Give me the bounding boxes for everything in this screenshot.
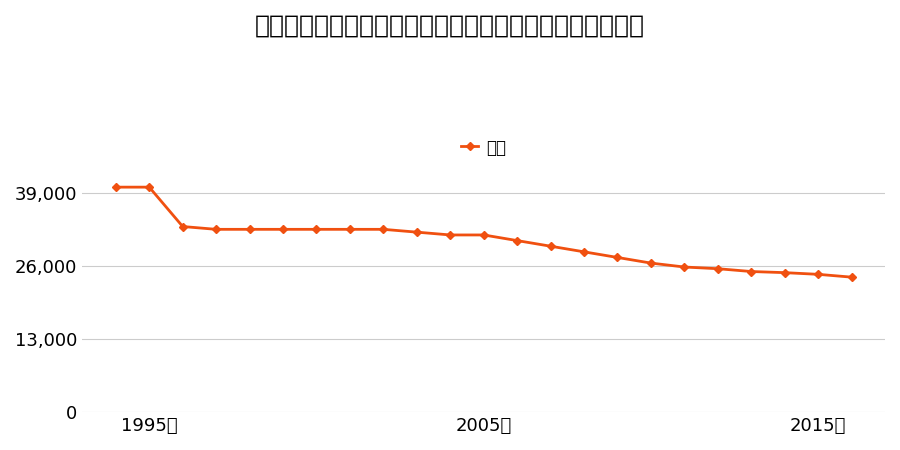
価格 — [779, 270, 790, 275]
価格 — [244, 227, 255, 232]
価格 — [813, 272, 824, 277]
価格 — [311, 227, 322, 232]
価格 — [679, 264, 689, 270]
価格 — [177, 224, 188, 229]
価格 — [144, 184, 155, 190]
価格 — [111, 184, 122, 190]
Line: 価格: 価格 — [113, 184, 854, 280]
価格 — [277, 227, 288, 232]
価格 — [411, 230, 422, 235]
Legend: 価格: 価格 — [454, 132, 513, 164]
価格 — [846, 274, 857, 280]
価格 — [545, 243, 556, 249]
価格 — [645, 261, 656, 266]
価格 — [445, 232, 455, 238]
価格 — [746, 269, 757, 274]
Text: 福岡県遠賀郡遠賀町大字木守字東１１４１番１の地価推移: 福岡県遠賀郡遠賀町大字木守字東１１４１番１の地価推移 — [255, 14, 645, 37]
価格 — [512, 238, 523, 243]
価格 — [345, 227, 356, 232]
価格 — [211, 227, 221, 232]
価格 — [612, 255, 623, 260]
価格 — [378, 227, 389, 232]
価格 — [713, 266, 724, 271]
価格 — [478, 232, 489, 238]
価格 — [579, 249, 590, 255]
